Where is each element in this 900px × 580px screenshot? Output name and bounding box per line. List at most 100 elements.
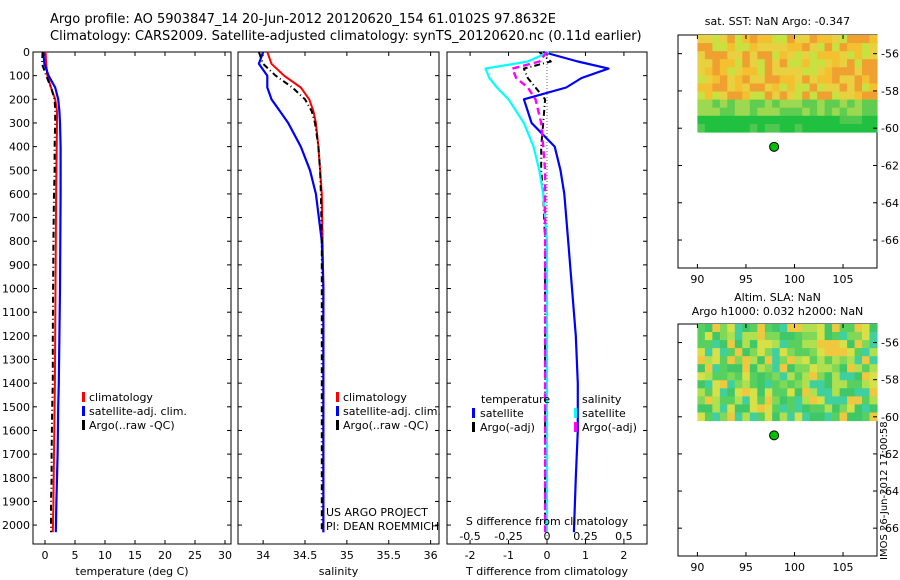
sla-map-cell (854, 396, 863, 405)
sst-map-cell (869, 43, 878, 52)
sla-map-cell (697, 356, 706, 365)
sst-map-cell (839, 75, 848, 85)
sst-map-cell (817, 35, 826, 44)
sla-map-cell (869, 380, 878, 389)
sst-map-cell (854, 75, 863, 85)
sla-map-cell (862, 356, 871, 365)
depth-tick-label: 1700 (2, 448, 30, 461)
sst-map-cell (772, 91, 781, 101)
salinity-profile-legend-label: climatology (343, 391, 407, 404)
sst-map-cell (757, 99, 766, 109)
sst-map-cell (869, 99, 878, 109)
sla-map-cell (742, 380, 751, 389)
sla-map-cell (847, 332, 856, 341)
sla-map-cell (794, 404, 803, 413)
temperature-profile-series-satellite-adj-clim- (42, 51, 62, 533)
temperature-profile-xtick-label: 5 (72, 549, 79, 562)
sla-map-cell (839, 340, 848, 349)
sst-map-cell (847, 123, 856, 133)
sst-map-cell (839, 67, 848, 76)
sla-map-cell (847, 388, 856, 397)
sst-map-cell (802, 115, 811, 125)
sla-map-cell (704, 372, 713, 381)
sst-map-cell (779, 107, 788, 117)
sla-map-cell (757, 396, 766, 405)
sla-map-cell (854, 380, 863, 389)
sla-map-cell (734, 380, 743, 389)
sla-map-cell (809, 412, 818, 422)
sst-map-cell (862, 107, 871, 117)
sla-map-xtick-label: 90 (690, 561, 704, 574)
sst-map-cell (794, 67, 803, 76)
sst-map-cell (757, 59, 766, 68)
salinity-profile-xtick-label: 36 (424, 549, 438, 562)
sla-map-cell (817, 332, 826, 341)
sla-map-cell (749, 356, 758, 365)
sla-map-cell (764, 324, 773, 333)
sst-map-cell (727, 75, 736, 85)
temperature-profile-legend-label: climatology (89, 391, 153, 404)
sst-map-cell (772, 99, 781, 109)
sst-map-cell (697, 43, 706, 52)
sla-map-cell (869, 404, 878, 413)
sst-map-ytick-label: -62 (881, 159, 899, 172)
sst-map-cell (764, 115, 773, 125)
sst-map-cell (749, 67, 758, 76)
sla-map-cell (869, 332, 878, 341)
difference-from-climatology-series-s-argo-adj- (511, 51, 548, 533)
salinity-profile-xlabel: salinity (319, 565, 359, 578)
sst-map-cell (802, 67, 811, 76)
sla-map-cell (757, 372, 766, 381)
sla-map-cell (809, 372, 818, 381)
sst-map-cell (817, 123, 826, 133)
sla-map-cell (727, 356, 736, 365)
sst-map-cell (869, 67, 878, 76)
sst-map-cell (817, 51, 826, 60)
sla-map-cell (742, 340, 751, 349)
sst-map-cell (787, 51, 796, 60)
sla-map-cell (839, 372, 848, 381)
salinity-profile-xtick-label: 35 (340, 549, 354, 562)
sla-map-cell (832, 388, 841, 397)
sla-map-cell (854, 364, 863, 373)
sst-map-cell (757, 83, 766, 93)
sla-map-cell (772, 332, 781, 341)
sla-map-cell (772, 396, 781, 405)
sst-map-cell (787, 59, 796, 68)
sla-map-cell (802, 332, 811, 341)
sst-map-cell (749, 83, 758, 93)
sla-map-cell (787, 388, 796, 397)
temperature-profile-xtick-label: 0 (42, 549, 49, 562)
sst-map-ytick-label: -64 (881, 197, 899, 210)
sst-map-cell (719, 35, 728, 44)
sla-map-cell (772, 324, 781, 333)
sla-map-cell (719, 380, 728, 389)
sst-map-cell (742, 107, 751, 117)
sst-map-cell (749, 59, 758, 68)
sst-map-cell (809, 67, 818, 76)
difference-legend-label: satellite (480, 407, 524, 420)
temperature-profile-xtick-label: 10 (98, 549, 112, 562)
salinity-profile-series-satellite-adj-clim- (257, 51, 325, 533)
sst-map-cell (727, 51, 736, 60)
sst-map-cell (749, 35, 758, 44)
sst-map-cell (787, 123, 796, 133)
sst-map-cell (757, 91, 766, 101)
sst-map-cell (824, 51, 833, 60)
sla-map-cell (764, 340, 773, 349)
sst-map-cell (862, 83, 871, 93)
sst-map-cell (802, 43, 811, 52)
sst-map-cell (862, 115, 871, 125)
sst-map-cell (832, 43, 841, 52)
sla-map-cell (727, 380, 736, 389)
sla-map-cell (697, 388, 706, 397)
sla-map-cell (742, 332, 751, 341)
sla-map-cell (712, 388, 721, 397)
sla-map-cell (719, 364, 728, 373)
sst-map-cell (854, 83, 863, 93)
sla-map-cell (824, 332, 833, 341)
sst-map-cell (832, 99, 841, 109)
sla-map-cell (817, 372, 826, 381)
sst-map-cell (712, 67, 721, 76)
depth-tick-label: 1300 (2, 354, 30, 367)
